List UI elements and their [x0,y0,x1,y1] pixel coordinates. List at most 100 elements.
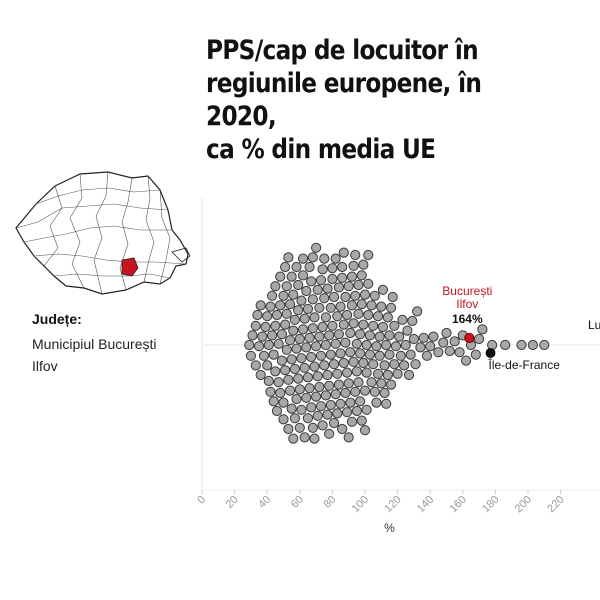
data-point [449,336,460,347]
data-point [361,367,372,378]
data-point [291,393,302,405]
data-point [433,347,444,358]
data-point [330,253,341,264]
data-point [280,319,291,330]
data-point [317,264,328,275]
data-point [283,252,294,263]
data-point [338,319,349,330]
title-line-2: regiunile europene, în 2020, [206,68,482,132]
data-point [382,369,393,381]
data-point [299,362,310,373]
data-point [306,351,317,363]
data-point [306,276,317,287]
data-point [258,350,270,361]
data-point [263,339,274,351]
data-point [369,386,380,397]
data-point [335,398,346,409]
annotation-lu: Lu [588,318,600,332]
data-point [407,315,418,327]
data-point [270,366,281,377]
data-point [320,312,331,323]
data-point [306,402,317,413]
data-point [428,331,439,342]
data-point [385,379,397,390]
data-point [364,349,375,360]
data-point [438,337,449,348]
annotation-ilfov: Ilfov [456,297,478,311]
data-point [278,397,289,408]
data-point [345,327,356,339]
data-point [384,349,395,360]
data-point [320,339,331,351]
data-point [389,320,400,331]
data-point [314,331,325,342]
data-point [315,401,327,412]
data-point [296,353,307,364]
data-point [470,349,481,360]
data-point [345,347,356,358]
data-point [294,384,305,395]
data-point [346,300,358,311]
data-point [337,423,348,435]
data-point [351,338,362,349]
data-point [368,320,379,331]
data-point [328,291,340,303]
data-point [322,283,333,294]
data-point [304,332,315,343]
data-point [410,359,421,370]
data-point [356,415,367,426]
data-point [289,413,301,424]
data-point [268,349,279,360]
x-tick-label: 200 [513,494,534,515]
data-point [390,341,402,352]
data-point [363,309,374,321]
data-point [315,275,327,286]
county-borders [15,171,187,295]
data-point [314,302,325,313]
data-point [307,252,318,263]
data-point [309,433,320,444]
data-point [340,291,351,303]
data-point [345,397,356,408]
data-point [315,350,327,361]
data-point [425,341,436,352]
data-point [307,323,318,334]
data-point [299,313,310,324]
data-point [356,299,367,310]
data-point [289,314,301,325]
data-point [487,339,498,351]
data-point [319,293,330,304]
data-point [314,381,325,393]
x-tick-label: 80 [321,494,338,511]
data-point [273,338,284,349]
data-point [348,318,359,329]
data-point [266,330,278,341]
data-point [297,324,309,335]
data-point [332,408,343,419]
data-point [402,325,413,336]
data-point [389,359,400,370]
data-point [358,259,369,270]
data-point [327,320,338,331]
data-point [353,377,364,388]
data-point [255,369,266,381]
data-point [262,360,273,371]
data-point [284,335,296,346]
data-point [297,270,309,281]
annotation-value-164: 164% [452,312,483,326]
data-point [351,405,362,417]
data-point [280,365,291,376]
data-point [322,369,333,381]
data-point [302,413,314,424]
data-point [294,333,305,345]
data-point [359,425,371,436]
x-tick-label: 160 [447,494,468,515]
data-point [317,321,328,333]
data-point [276,329,287,340]
data-point [257,331,268,342]
data-point [260,321,271,333]
x-tick-label: 100 [350,494,371,515]
data-point [377,284,389,295]
data-point [332,311,343,322]
data-point [374,331,385,342]
